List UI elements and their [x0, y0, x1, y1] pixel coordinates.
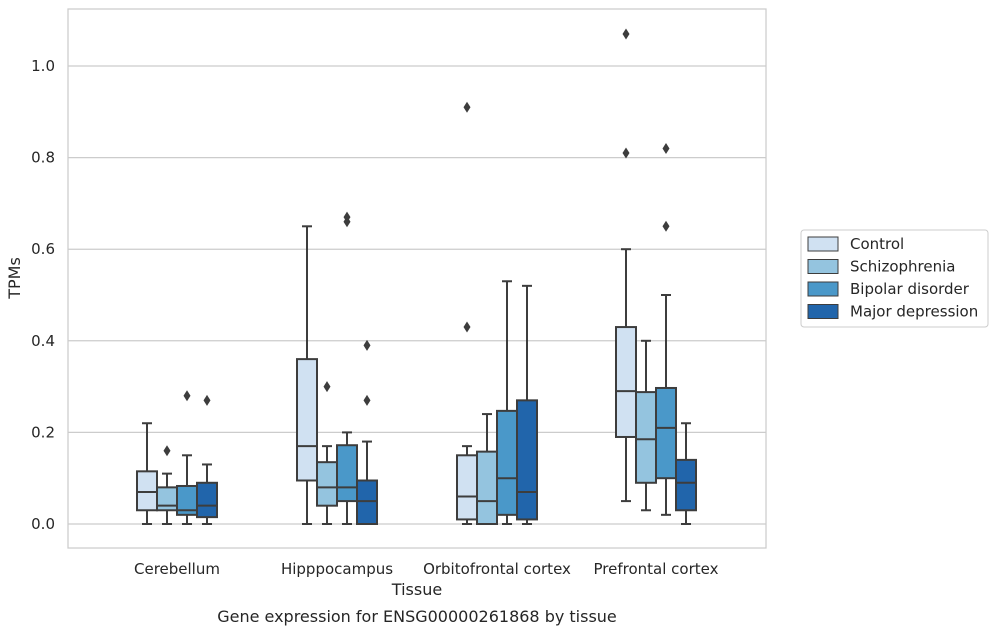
outlier-point — [662, 142, 670, 154]
x-tick-label: Prefrontal cortex — [594, 560, 719, 578]
box-iqr — [156, 486, 178, 512]
legend-label: Schizophrenia — [850, 258, 955, 276]
box-control — [136, 422, 158, 525]
box-iqr — [496, 409, 518, 516]
legend-swatch — [807, 236, 839, 252]
box-control — [615, 28, 637, 503]
box-iqr — [336, 444, 358, 503]
box-major-depression — [356, 339, 378, 525]
box-iqr — [635, 391, 657, 484]
box-bipolar-disorder — [655, 142, 677, 516]
outlier-point — [323, 381, 331, 393]
box-control — [296, 225, 318, 525]
legend-label: Major depression — [850, 303, 978, 321]
box-schizophrenia — [316, 381, 338, 525]
outlier-point — [622, 28, 630, 40]
legend-swatch — [807, 304, 839, 319]
y-tick-label: 1.0 — [31, 57, 55, 75]
box-iqr — [675, 458, 697, 512]
outlier-point — [463, 101, 471, 113]
outlier-point — [203, 394, 211, 406]
box-iqr — [516, 399, 538, 521]
x-tick-label: Orbitofrontal cortex — [423, 560, 571, 578]
box-iqr — [615, 326, 637, 438]
outlier-point — [363, 339, 371, 351]
y-axis-title: TPMs — [5, 257, 24, 300]
legend-swatch — [807, 259, 839, 274]
box-iqr — [456, 454, 478, 521]
box-iqr — [476, 450, 498, 525]
box-iqr — [655, 386, 677, 480]
box-major-depression — [516, 284, 538, 525]
box-iqr — [196, 481, 218, 519]
box-schizophrenia — [635, 339, 657, 512]
box-bipolar-disorder — [336, 211, 358, 525]
x-axis-title: Tissue — [391, 580, 442, 599]
legend-frame — [800, 229, 989, 328]
outlier-point — [622, 147, 630, 159]
box-iqr — [356, 479, 378, 525]
plot-frame — [67, 8, 767, 549]
box-major-depression — [196, 394, 218, 525]
legend: Control Schizophrenia Bipolar disorder Majo… — [800, 229, 989, 328]
outlier-point — [662, 220, 670, 232]
outlier-point — [463, 321, 471, 333]
box-iqr — [136, 470, 158, 512]
y-tick-label: 0.6 — [31, 240, 55, 258]
legend-label: Bipolar disorder — [850, 280, 970, 298]
box-groups — [136, 28, 697, 525]
x-tick-label: Hipppocampus — [281, 560, 393, 578]
box-bipolar-disorder — [496, 280, 518, 525]
figure-caption: Gene expression for ENSG00000261868 by t… — [217, 607, 617, 626]
y-tick-label: 0.4 — [31, 332, 55, 350]
y-tick-labels: 0.0 0.2 0.4 0.6 0.8 1.0 — [31, 57, 55, 533]
box-iqr — [316, 461, 338, 507]
y-tick-label: 0.0 — [31, 515, 55, 533]
legend-label: Control — [850, 235, 904, 253]
outlier-point — [343, 211, 351, 223]
outlier-point — [363, 394, 371, 406]
x-tick-labels: Cerebellum Hipppocampus Orbitofrontal cort… — [134, 560, 719, 578]
y-tick-label: 0.8 — [31, 149, 55, 167]
box-iqr — [296, 358, 318, 482]
outlier-point — [183, 390, 191, 402]
y-tick-label: 0.2 — [31, 423, 55, 441]
box-major-depression — [675, 422, 697, 525]
x-tick-label: Cerebellum — [134, 560, 220, 578]
outlier-point — [163, 445, 171, 457]
legend-swatch — [807, 281, 839, 297]
